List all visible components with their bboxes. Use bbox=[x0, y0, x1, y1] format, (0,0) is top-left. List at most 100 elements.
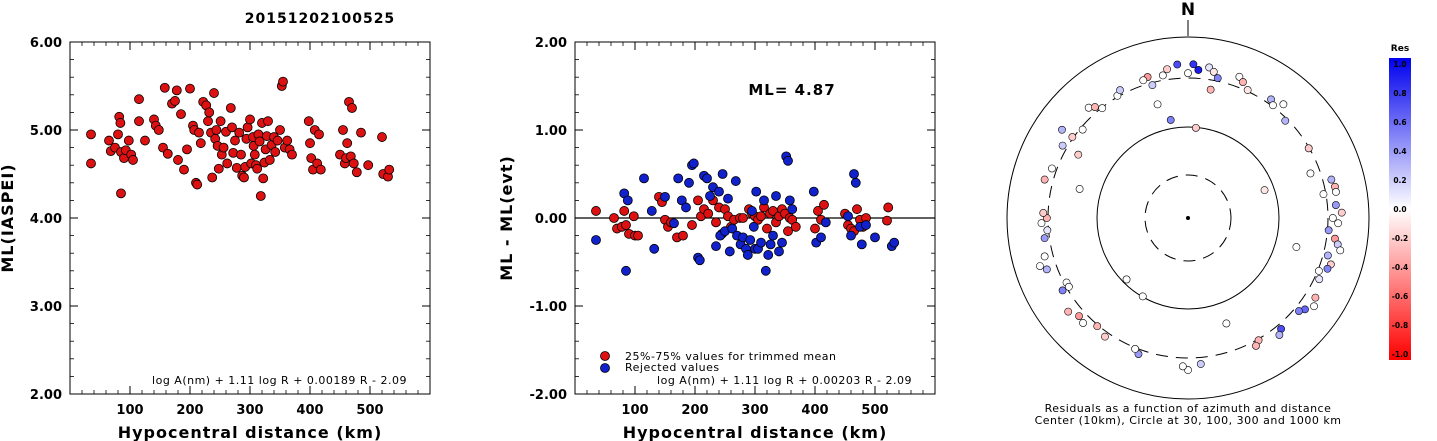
residual-point bbox=[1239, 78, 1247, 86]
rejected-point bbox=[756, 237, 766, 248]
used-point bbox=[711, 217, 721, 228]
data-point bbox=[230, 135, 240, 146]
residual-point bbox=[1058, 141, 1067, 150]
colorbar-tick-label: -0.4 bbox=[1392, 263, 1408, 272]
rejected-point bbox=[889, 237, 900, 248]
y-axis-label: ML(IASPEI) bbox=[0, 163, 17, 272]
figure-title: 20151202100525 bbox=[245, 11, 395, 27]
rejected-point bbox=[820, 217, 831, 228]
x-tick-label: 200 bbox=[681, 403, 708, 418]
y-tick-label: 3.00 bbox=[30, 300, 62, 315]
data-point bbox=[363, 160, 374, 171]
residual-point bbox=[1281, 116, 1290, 125]
colorbar-tick-label: -0.6 bbox=[1392, 292, 1408, 301]
residual-point bbox=[1295, 307, 1303, 315]
data-points bbox=[591, 151, 900, 276]
residual-point bbox=[1043, 226, 1052, 235]
data-point bbox=[86, 158, 96, 169]
residual-point bbox=[1058, 286, 1067, 295]
data-point bbox=[338, 125, 348, 135]
rejected-point bbox=[784, 195, 795, 206]
residual-point bbox=[1260, 186, 1269, 195]
center-dot bbox=[1186, 216, 1190, 220]
colorbar-tick-label: 1.0 bbox=[1393, 60, 1406, 69]
x-tick-label: 200 bbox=[176, 403, 203, 418]
residual-point bbox=[1331, 201, 1340, 209]
residual-point bbox=[1327, 175, 1336, 184]
residual-point bbox=[1040, 252, 1049, 261]
residual-point bbox=[1213, 74, 1222, 83]
rejected-point bbox=[673, 173, 684, 184]
residual-point bbox=[1324, 226, 1333, 235]
colorbar-tick-label: 0.6 bbox=[1393, 118, 1406, 127]
data-point bbox=[231, 162, 242, 173]
rejected-point bbox=[783, 155, 793, 166]
colorbar-tick-label: 0.4 bbox=[1393, 147, 1406, 156]
data-point bbox=[162, 148, 173, 159]
outer-ring bbox=[1006, 36, 1370, 400]
residual-point bbox=[1252, 341, 1260, 350]
data-point bbox=[254, 136, 265, 147]
ring-300km bbox=[1047, 77, 1329, 359]
used-point bbox=[883, 202, 894, 213]
ring-100km bbox=[1096, 126, 1280, 310]
used-point bbox=[783, 226, 793, 237]
residual-point bbox=[1058, 125, 1066, 134]
residual-point bbox=[1036, 262, 1044, 271]
data-point bbox=[287, 149, 297, 160]
residual-point bbox=[1064, 307, 1073, 316]
colorbar-gradient bbox=[1389, 58, 1411, 360]
rejected-point bbox=[688, 158, 699, 169]
rejected-point bbox=[723, 193, 733, 204]
legend-used-marker bbox=[600, 351, 610, 361]
data-point bbox=[245, 114, 255, 125]
residual-point bbox=[1075, 185, 1084, 193]
data-point bbox=[153, 125, 164, 135]
rejected-point bbox=[717, 169, 728, 179]
used-point bbox=[628, 211, 639, 222]
data-points bbox=[86, 76, 395, 201]
axis-ticks: 100 200 300 400 500 2.00 3.00 4.00 5.00 6.00 bbox=[30, 36, 431, 418]
data-point bbox=[270, 147, 281, 157]
data-point bbox=[179, 164, 189, 175]
colorbar-title: Res bbox=[1391, 44, 1409, 54]
data-point bbox=[113, 129, 123, 140]
residual-point bbox=[1191, 123, 1200, 132]
data-point bbox=[159, 82, 170, 93]
residual-point bbox=[1196, 360, 1205, 368]
legend-rejected-marker bbox=[600, 363, 610, 373]
legend-used-label: 25%-75% values for trimmed mean bbox=[625, 350, 837, 363]
rejected-point bbox=[843, 211, 853, 222]
x-tick-label: 500 bbox=[356, 403, 383, 418]
data-point bbox=[140, 135, 150, 146]
data-point bbox=[384, 164, 395, 175]
data-point bbox=[128, 155, 138, 165]
rejected-point bbox=[621, 265, 631, 276]
data-point bbox=[194, 127, 204, 138]
data-point bbox=[115, 118, 126, 128]
residual-point bbox=[1116, 86, 1124, 95]
used-point bbox=[756, 211, 766, 222]
data-point bbox=[203, 116, 213, 127]
data-point bbox=[195, 138, 206, 149]
residual-point bbox=[1040, 175, 1049, 184]
y-tick-label: -2.00 bbox=[530, 388, 567, 403]
data-point bbox=[176, 109, 186, 120]
data-point bbox=[227, 122, 237, 133]
rejected-point bbox=[861, 220, 871, 230]
data-point bbox=[272, 135, 283, 146]
rejected-point bbox=[747, 206, 757, 216]
x-tick-label: 500 bbox=[861, 403, 888, 418]
data-point bbox=[249, 149, 260, 160]
y-tick-label: 5.00 bbox=[30, 124, 62, 139]
residual-points bbox=[1036, 60, 1346, 374]
residual-point bbox=[1292, 243, 1301, 251]
rejected-point bbox=[730, 176, 741, 186]
data-point bbox=[218, 142, 229, 153]
rejected-point bbox=[816, 232, 826, 243]
data-point bbox=[258, 173, 269, 184]
rejected-point bbox=[724, 246, 735, 257]
residual-point bbox=[1064, 282, 1073, 291]
used-point bbox=[687, 220, 697, 230]
data-point bbox=[305, 138, 315, 149]
